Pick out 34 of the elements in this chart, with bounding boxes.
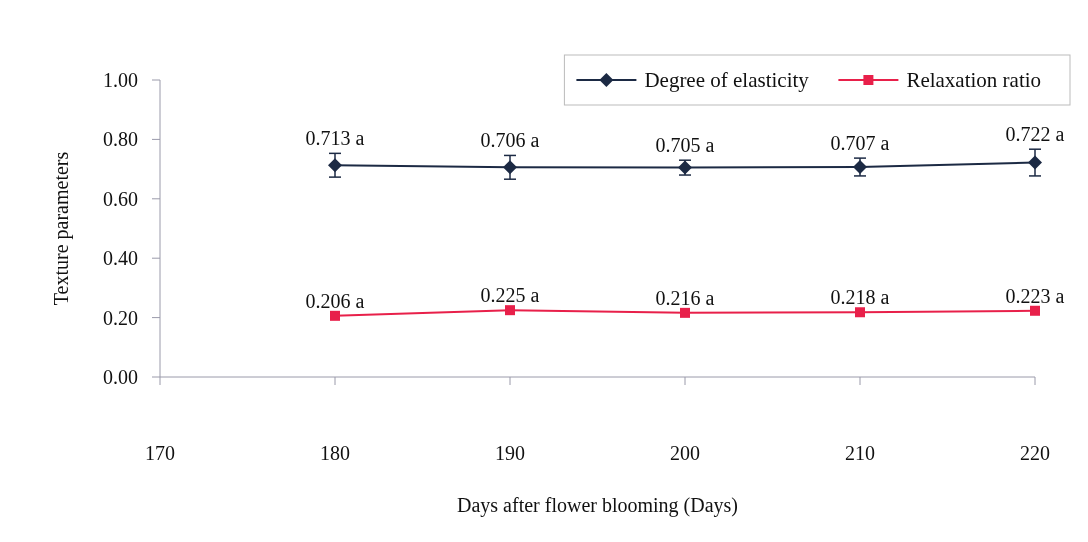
- x-tick-label: 220: [1020, 442, 1050, 464]
- x-axis-title: Days after flower blooming (Days): [456, 494, 739, 517]
- point: [1030, 305, 1040, 316]
- point: [505, 305, 515, 316]
- data-label: 0.216 a: [655, 286, 715, 309]
- data-label: 0.722 a: [1005, 123, 1065, 146]
- data-label: 0.225 a: [480, 284, 540, 307]
- y-tick-label: 1.00: [103, 69, 138, 91]
- point: [1028, 155, 1042, 170]
- legend-label: Degree of elasticity: [644, 68, 810, 92]
- y-tick-label: 0.80: [103, 128, 138, 151]
- y-tick-label: 0.60: [103, 187, 138, 210]
- point: [680, 307, 690, 318]
- data-label: 0.706 a: [480, 129, 540, 152]
- x-tick-label: 200: [670, 442, 700, 464]
- x-tick-label: 210: [845, 442, 875, 464]
- y-tick-label: 0.00: [103, 366, 138, 388]
- data-label: 0.206 a: [305, 289, 365, 312]
- y-tick-label: 0.40: [103, 247, 138, 270]
- x-tick-label: 180: [320, 442, 350, 464]
- point: [503, 160, 517, 175]
- data-label: 0.707 a: [830, 132, 890, 155]
- x-tick-label: 190: [495, 442, 525, 464]
- point: [330, 310, 340, 321]
- y-tick-label: 0.20: [103, 306, 138, 329]
- data-label: 0.218 a: [830, 286, 890, 309]
- data-label: 0.713 a: [305, 127, 365, 150]
- data-label: 0.705 a: [655, 134, 715, 157]
- y-axis-title: Texture parameters: [50, 151, 73, 306]
- point: [328, 158, 342, 173]
- legend-label: Relaxation ratio: [906, 68, 1042, 92]
- point: [855, 307, 865, 318]
- x-tick-label: 170: [145, 442, 175, 464]
- data-label: 0.223 a: [1005, 284, 1065, 307]
